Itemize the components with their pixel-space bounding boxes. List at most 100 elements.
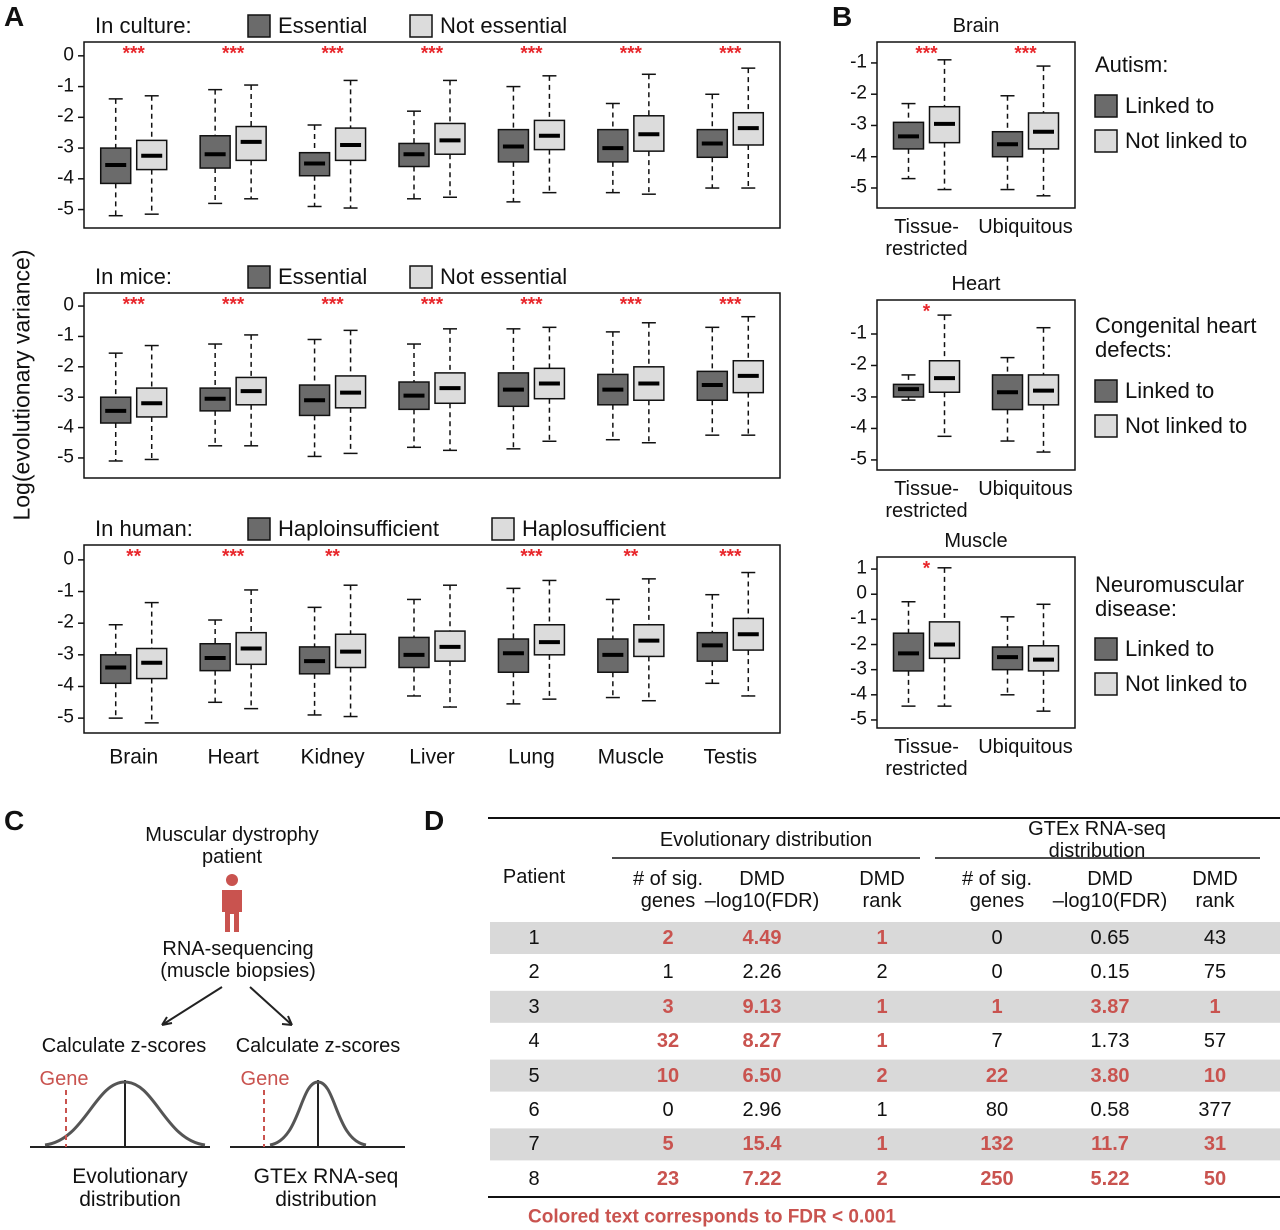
y-tick-label: -2	[850, 633, 867, 655]
table-cell: 0	[991, 927, 1003, 949]
legend-label: Haplosufficient	[522, 515, 666, 541]
distribution-curve	[44, 1080, 206, 1147]
subplot-title: In human:	[95, 515, 193, 541]
table-cell: 2	[876, 1167, 888, 1190]
panel-label: D	[424, 805, 445, 836]
table-cell: 10	[1203, 1064, 1227, 1087]
table-cell: 1	[1209, 995, 1221, 1018]
significance: ***	[222, 43, 245, 65]
table-cell: 1	[876, 927, 888, 949]
column-header: DMD –log10(FDR)	[1052, 868, 1168, 912]
box	[533, 624, 566, 656]
table-cell: 1	[662, 961, 674, 984]
table-cell: 5	[528, 1064, 540, 1087]
table-cell: 250	[980, 1167, 1014, 1190]
table-cell: 32	[656, 1030, 680, 1053]
legend-swatch	[409, 265, 433, 289]
x-tick-label: Tissue- restricted	[885, 216, 968, 260]
y-tick-label: 1	[856, 557, 867, 579]
y-tick-label: -4	[850, 683, 867, 705]
table-cell: 3.80	[1090, 1064, 1130, 1087]
table-cell: 57	[1203, 1030, 1227, 1053]
table-cell: 132	[980, 1133, 1014, 1156]
table-cell: 1	[876, 1030, 888, 1053]
table-cell: 0	[662, 1099, 674, 1121]
row-band	[490, 990, 1280, 1023]
table-cell: 1.73	[1090, 1030, 1130, 1053]
diagram-text: Calculate z-scores	[235, 1035, 401, 1057]
table-cell: 2	[876, 961, 888, 984]
significance: ***	[619, 43, 642, 65]
table-cell: 8	[528, 1167, 540, 1190]
table-cell: 2.96	[742, 1099, 782, 1121]
column-header: # of sig. genes	[961, 868, 1033, 912]
significance: *	[922, 301, 931, 323]
significance: **	[623, 546, 639, 568]
legend-label: Not linked to	[1125, 127, 1248, 153]
significance: ***	[222, 546, 245, 568]
table-cell: 1	[528, 927, 540, 949]
significance: ***	[420, 43, 444, 65]
significance: ***	[520, 546, 543, 568]
significance: ***	[321, 294, 344, 316]
legend-label: Not essential	[440, 263, 568, 289]
box	[928, 621, 961, 660]
significance: ***	[719, 43, 742, 65]
table-cell: 7	[991, 1030, 1003, 1053]
legend-label: Not linked to	[1125, 412, 1248, 438]
table-cell: 6.50	[742, 1064, 782, 1087]
footnote: Colored text corresponds to FDR < 0.001	[528, 1206, 896, 1228]
y-tick-label: -4	[57, 416, 74, 438]
y-tick-label: 0	[856, 582, 867, 604]
table-cell: 5.22	[1090, 1167, 1130, 1190]
table-cell: 1	[991, 995, 1003, 1018]
legend-swatch	[1094, 129, 1118, 153]
table-cell: 4.49	[742, 927, 782, 949]
row-band	[490, 922, 1280, 954]
table-cell: 0.65	[1090, 927, 1130, 949]
x-tick-label: Ubiquitous	[978, 736, 1073, 758]
significance: ***	[420, 294, 444, 316]
table-cell: 3	[662, 995, 674, 1018]
table-cell: 80	[985, 1099, 1009, 1121]
significance: ***	[520, 43, 543, 65]
table-rules	[488, 817, 1280, 1198]
legend-swatch	[1094, 414, 1118, 438]
table-cell: 1	[876, 1133, 888, 1156]
table-cell: 6	[528, 1099, 540, 1121]
legend-swatch	[247, 517, 271, 541]
subplot-title: Brain	[952, 15, 1000, 37]
legend-swatch	[409, 14, 433, 38]
y-tick-label: -1	[850, 607, 867, 629]
table-cell: 31	[1203, 1133, 1227, 1156]
box	[497, 638, 530, 673]
column-header: # of sig. genes	[632, 868, 704, 912]
gene-label: Gene	[240, 1068, 290, 1090]
column-header: DMD rank	[859, 868, 905, 912]
box	[199, 135, 231, 169]
panel-label: A	[4, 1, 25, 32]
table-cell: 2	[528, 961, 540, 984]
table-cell: 11.7	[1091, 1133, 1129, 1156]
significance: ***	[222, 294, 245, 316]
diagram-text: GTEx RNA-seq distribution	[253, 1164, 399, 1211]
legend-label: Essential	[278, 12, 368, 38]
y-tick-label: -3	[57, 385, 74, 407]
y-tick-label: -3	[850, 658, 867, 680]
table-cell: 7.22	[742, 1167, 782, 1190]
table-cell: 3	[528, 995, 540, 1018]
y-tick-label: -5	[57, 446, 74, 468]
arrow	[249, 986, 293, 1026]
legend-swatch	[1094, 637, 1118, 661]
arrow	[161, 986, 223, 1026]
diagram-text: RNA-sequencing (muscle biopsies)	[160, 938, 316, 982]
y-tick-label: -2	[57, 611, 74, 633]
significance: **	[325, 546, 340, 568]
x-tick-label: Tissue- restricted	[885, 736, 968, 780]
table-cell: 22	[985, 1064, 1009, 1087]
x-tick-label: Muscle	[597, 745, 665, 769]
table-cell: 8.27	[742, 1030, 782, 1053]
table-cell: 2	[662, 927, 674, 949]
row-band	[490, 1059, 1280, 1092]
